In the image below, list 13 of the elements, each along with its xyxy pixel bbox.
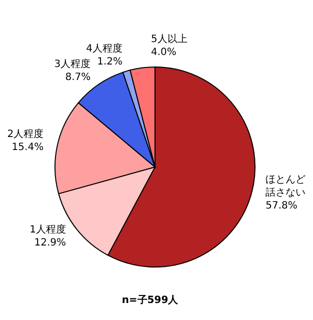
text: n=子599人 [120, 294, 180, 307]
data-label: 4.0% [151, 46, 176, 58]
data-label: 57.8% [266, 200, 298, 212]
data-label: 8.7% [65, 72, 91, 83]
slice-label: ほとんど話さない [266, 174, 306, 199]
slice-label: 2人程度 [7, 128, 44, 140]
slice-label: 5人以上 [151, 32, 188, 45]
data-label: 1.2% [97, 56, 123, 68]
slice-label: 4人程度 [86, 42, 123, 55]
slice-label: 3人程度 [54, 58, 91, 70]
data-label: 12.9% [34, 237, 66, 248]
slice-label: 1人程度 [30, 223, 66, 236]
data-label: 15.4% [12, 142, 44, 153]
